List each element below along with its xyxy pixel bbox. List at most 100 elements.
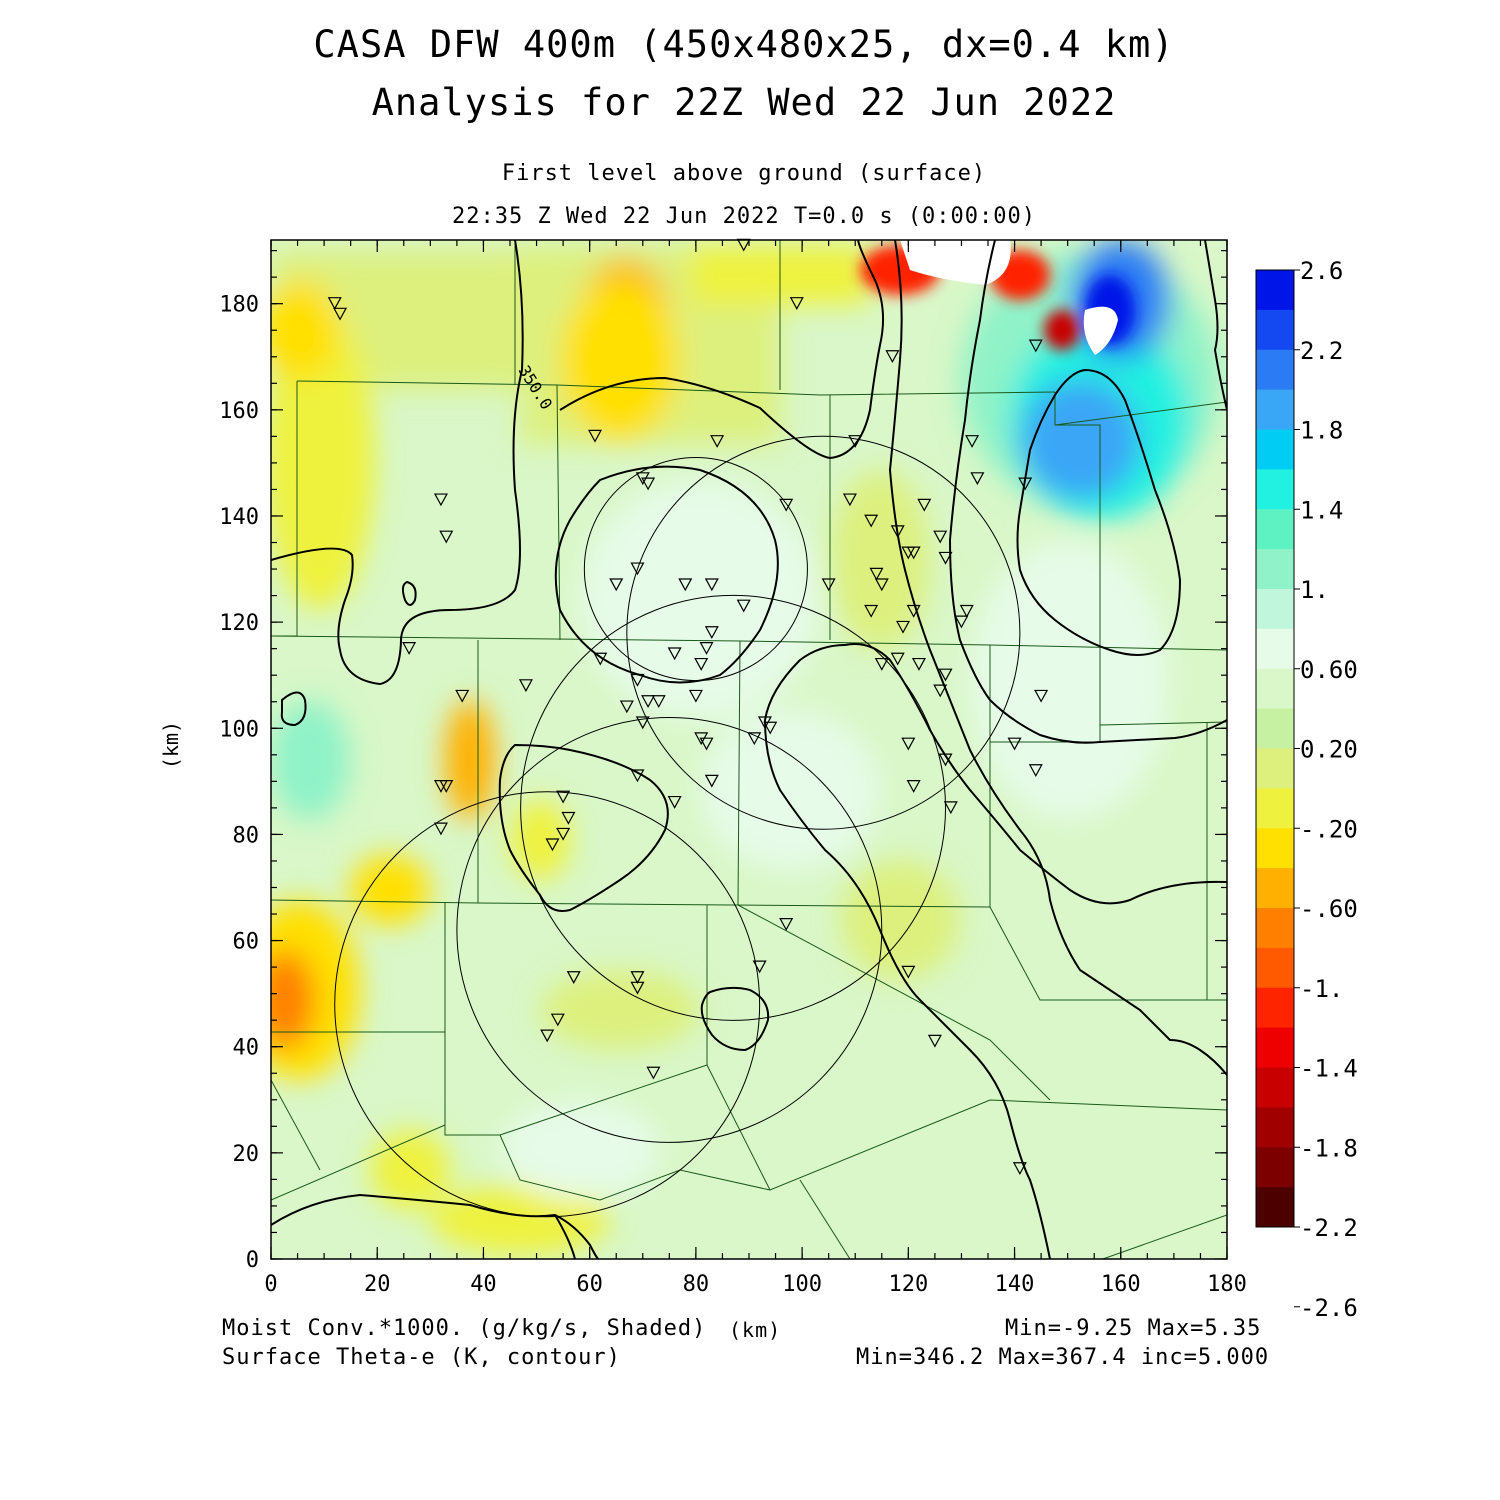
station-marker <box>540 1029 555 1043</box>
station-marker <box>455 689 470 703</box>
colorbar-label: -.60 <box>1300 895 1358 923</box>
colorbar-swatch <box>1256 589 1294 630</box>
colorbar-label: 2.2 <box>1300 337 1343 365</box>
radar-range-ring <box>583 457 808 682</box>
station-marker <box>874 657 889 671</box>
station-marker <box>1028 339 1043 353</box>
station-marker <box>779 918 794 931</box>
station-marker <box>678 578 693 592</box>
station-marker <box>1034 689 1049 703</box>
y-tick-label: 60 <box>233 930 260 955</box>
colorbar-swatch <box>1256 309 1294 351</box>
colorbar-label: -1.8 <box>1300 1134 1358 1162</box>
station-marker <box>550 1013 565 1027</box>
colorbar-swatch <box>1256 1147 1294 1188</box>
station-marker <box>938 753 953 767</box>
station-marker <box>630 981 645 995</box>
station-marker <box>327 297 342 310</box>
station-marker <box>556 827 571 841</box>
y-tick-label: 20 <box>233 1142 260 1167</box>
station-marker <box>869 567 884 581</box>
colorbar-swatch <box>1256 389 1294 430</box>
radar-range-rings <box>334 435 1021 1218</box>
station-marker <box>433 822 448 836</box>
station-marker <box>848 435 863 448</box>
y-tick-label: 80 <box>233 823 260 848</box>
colorbar-swatch <box>1256 349 1294 391</box>
colorbar-swatch <box>1256 788 1294 829</box>
station-marker <box>763 721 778 735</box>
station-marker <box>821 578 836 592</box>
station-marker <box>911 657 926 671</box>
footer-contour-range: Min=346.2 Max=367.4 inc=5.000 <box>856 1345 1270 1370</box>
station-marker <box>890 525 905 539</box>
station-marker <box>1028 764 1043 777</box>
station-marker <box>874 578 889 592</box>
colorbar-swatch <box>1256 469 1294 510</box>
x-tick-label: 60 <box>576 1272 603 1297</box>
station-marker <box>704 578 719 592</box>
y-tick-label: 100 <box>219 717 259 742</box>
station-marker <box>641 695 656 708</box>
station-marker <box>1018 477 1033 491</box>
station-marker <box>779 498 794 512</box>
footer-field-contour: Surface Theta-e (K, contour) <box>222 1345 621 1370</box>
x-tick-label: 20 <box>364 1272 391 1297</box>
colorbar-swatch <box>1256 270 1294 311</box>
y-tick-label: 40 <box>233 1036 260 1061</box>
station-marker <box>630 971 645 984</box>
station-marker <box>704 626 719 639</box>
station-marker <box>906 780 921 793</box>
colorbar-swatch <box>1256 708 1294 749</box>
x-tick-label: 120 <box>888 1272 928 1297</box>
station-marker <box>699 737 714 751</box>
station-marker <box>959 604 974 618</box>
x-tick-label: 40 <box>470 1272 497 1297</box>
y-tick-label: 120 <box>219 611 259 636</box>
station-marker <box>561 811 576 825</box>
colorbar-swatch <box>1256 1027 1294 1068</box>
colorbar-label: 0.60 <box>1300 656 1358 684</box>
station-marker <box>890 652 905 666</box>
station-marker <box>667 647 682 661</box>
subtitle-time: 22:35 Z Wed 22 Jun 2022 T=0.0 s (0:00:00… <box>451 204 1037 229</box>
colorbar-swatch <box>1256 987 1294 1029</box>
station-marker <box>593 652 608 666</box>
y-tick-label: 160 <box>219 399 259 424</box>
colorbar-label: 1.4 <box>1300 496 1343 524</box>
colorbar-label: -2.6 <box>1300 1294 1358 1322</box>
station-marker <box>333 307 348 321</box>
station-marker <box>736 599 751 613</box>
colorbar-swatch <box>1256 748 1294 789</box>
colorbar-label: 1. <box>1300 576 1329 604</box>
station-marker <box>433 493 448 507</box>
station-marker <box>556 790 571 804</box>
x-tick-label: 0 <box>264 1272 277 1297</box>
station-marker <box>970 472 985 486</box>
station-marker <box>906 546 921 560</box>
station-marker <box>630 562 645 576</box>
colorbar-swatch <box>1256 1187 1294 1228</box>
station-marker <box>1007 737 1022 751</box>
x-tick-label: 180 <box>1207 1272 1247 1297</box>
station-marker <box>646 1066 661 1080</box>
station-marker <box>965 435 980 448</box>
radar-range-ring <box>456 717 883 1143</box>
station-marker <box>885 350 900 364</box>
station-marker <box>842 493 857 507</box>
station-marker <box>439 780 454 793</box>
colorbar-label: -1. <box>1300 975 1343 1003</box>
colorbar-label: 1.8 <box>1300 417 1343 445</box>
station-marker <box>938 668 953 682</box>
station-marker <box>704 774 719 788</box>
x-tick-label: 160 <box>1101 1272 1141 1297</box>
footer-field-shaded: Moist Conv.*1000. (g/kg/s, Shaded) <box>222 1316 707 1341</box>
station-marker <box>587 429 602 443</box>
axes: 0 20 40 60 80 100 120 140 160 180 0 20 40 60 80 100 120 1… <box>219 240 1247 1297</box>
colorbar-swatch <box>1256 828 1294 869</box>
theta-e-contours <box>271 240 1227 1259</box>
station-marker <box>933 684 948 698</box>
colorbar-label: 0.20 <box>1300 736 1358 764</box>
y-tick-label: 180 <box>219 293 259 318</box>
